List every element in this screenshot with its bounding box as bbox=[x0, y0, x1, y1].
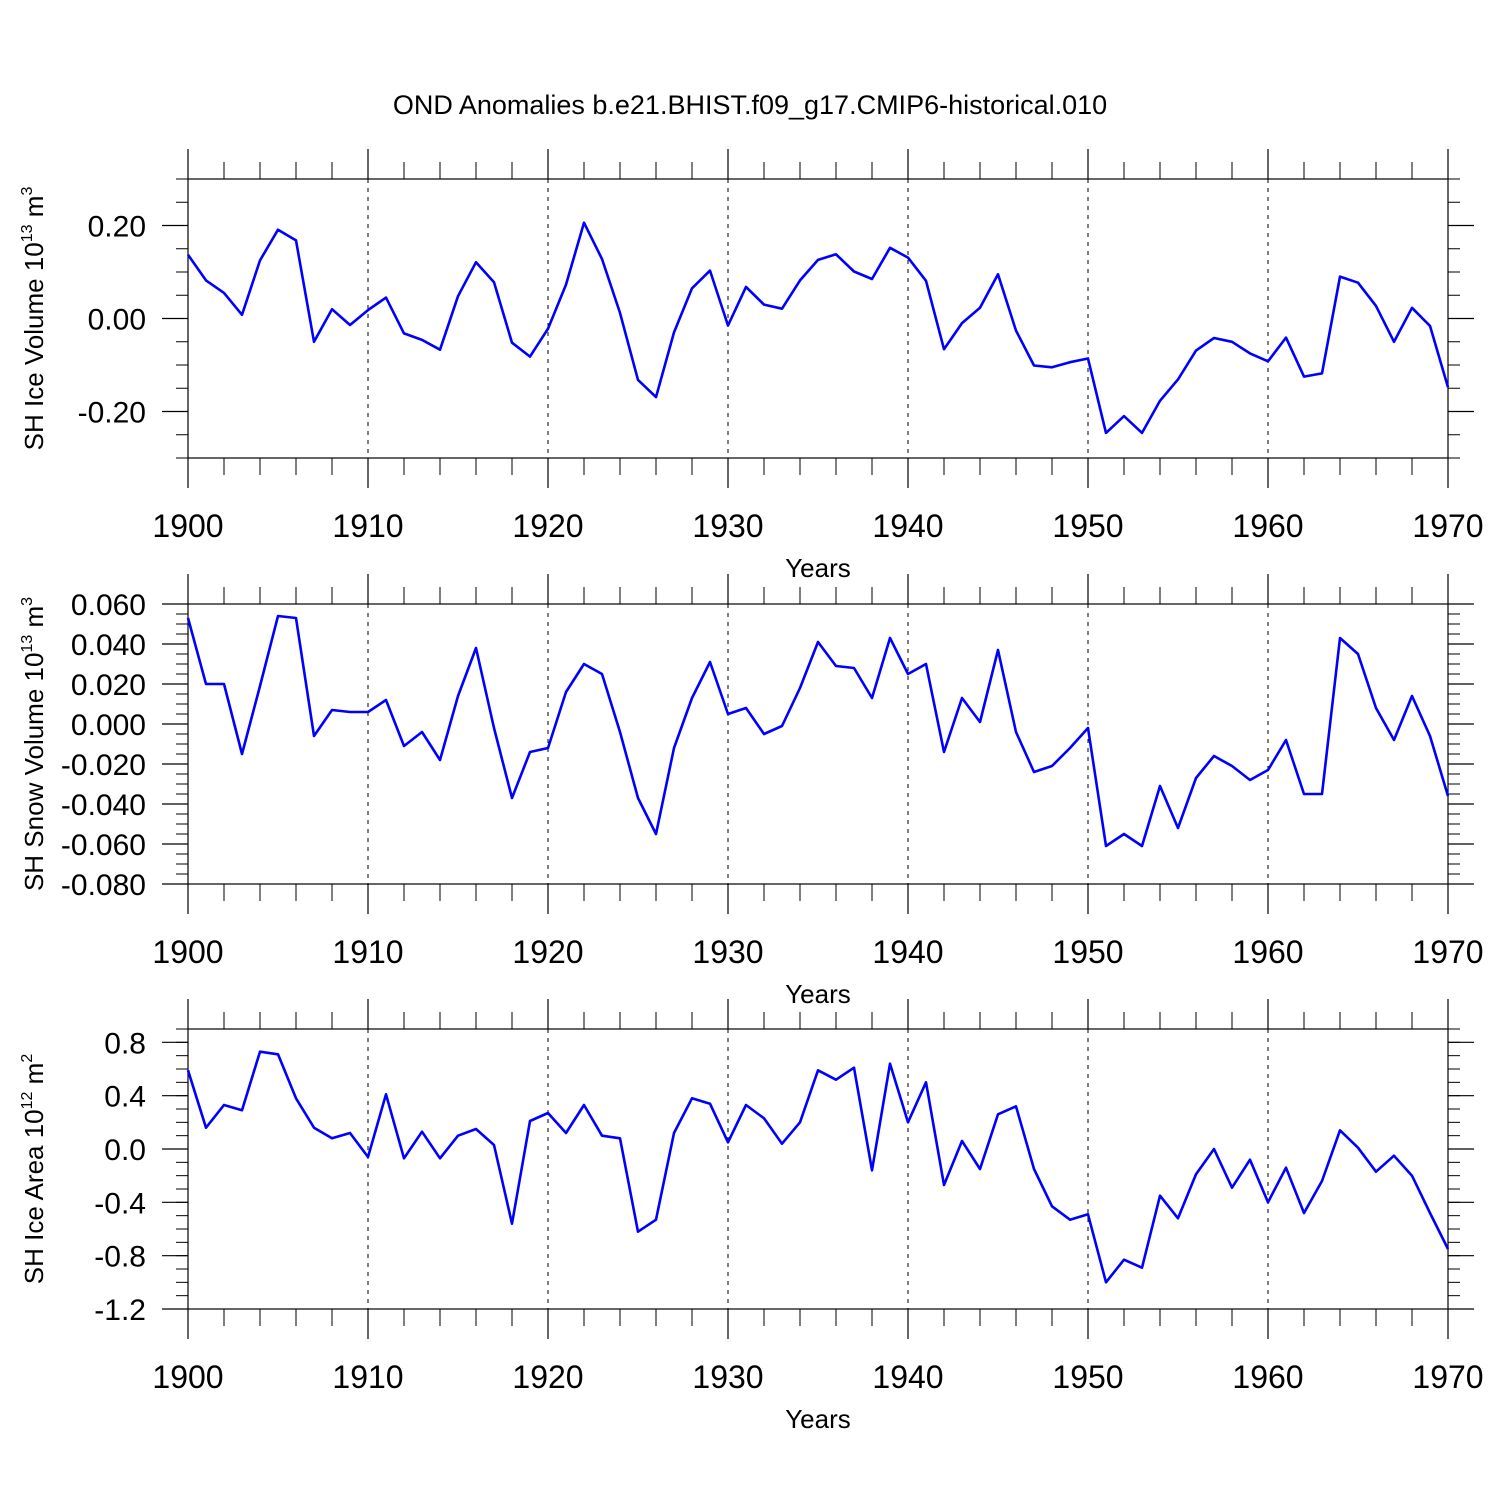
y-tick-label: -0.4 bbox=[94, 1187, 146, 1220]
y-tick-label: -1.2 bbox=[94, 1294, 146, 1327]
y-tick-label: 0.000 bbox=[71, 709, 146, 742]
y-tick-label: -0.8 bbox=[94, 1241, 146, 1274]
series-line bbox=[186, 221, 1450, 435]
y-tick-label: -0.020 bbox=[61, 749, 146, 782]
x-axis-label: Years bbox=[785, 979, 851, 1009]
x-axis-label: Years bbox=[785, 1404, 851, 1434]
x-tick-label: 1950 bbox=[1052, 508, 1123, 544]
y-tick-label: 0.0 bbox=[104, 1134, 146, 1167]
x-tick-label: 1910 bbox=[332, 934, 403, 970]
x-tick-label: 1970 bbox=[1412, 1359, 1483, 1395]
y-tick-label: 0.00 bbox=[88, 304, 146, 337]
x-tick-label: 1930 bbox=[692, 1359, 763, 1395]
series-line bbox=[186, 614, 1450, 848]
x-tick-label: 1910 bbox=[332, 508, 403, 544]
y-tick-label: -0.080 bbox=[61, 869, 146, 902]
y-tick-label: 0.040 bbox=[71, 629, 146, 662]
x-tick-label: 1920 bbox=[512, 934, 583, 970]
x-tick-label: 1910 bbox=[332, 1359, 403, 1395]
x-tick-label: 1930 bbox=[692, 508, 763, 544]
y-tick-label: -0.20 bbox=[78, 397, 146, 430]
x-tick-label: 1970 bbox=[1412, 508, 1483, 544]
x-tick-label: 1960 bbox=[1232, 1359, 1303, 1395]
y-tick-label: 0.020 bbox=[71, 669, 146, 702]
y-axis-label: SH Snow Volume 1013 m3 bbox=[19, 597, 49, 891]
x-tick-label: 1970 bbox=[1412, 934, 1483, 970]
x-tick-label: 1960 bbox=[1232, 934, 1303, 970]
y-axis-label: SH Ice Volume 1013 m3 bbox=[19, 187, 49, 451]
y-tick-label: 0.4 bbox=[104, 1081, 146, 1114]
y-tick-label: -0.060 bbox=[61, 829, 146, 862]
y-tick-label: 0.8 bbox=[104, 1027, 146, 1060]
figure-title: OND Anomalies b.e21.BHIST.f09_g17.CMIP6-… bbox=[392, 90, 1108, 120]
x-tick-label: 1940 bbox=[872, 934, 943, 970]
x-axis-label: Years bbox=[785, 553, 851, 583]
x-tick-label: 1930 bbox=[692, 934, 763, 970]
x-tick-label: 1960 bbox=[1232, 508, 1303, 544]
plot-frame bbox=[187, 1028, 1449, 1310]
x-tick-label: 1900 bbox=[152, 1359, 223, 1395]
x-tick-label: 1950 bbox=[1052, 1359, 1123, 1395]
y-tick-label: 0.060 bbox=[71, 589, 146, 622]
x-tick-label: 1900 bbox=[152, 934, 223, 970]
x-tick-label: 1920 bbox=[512, 508, 583, 544]
plot-frame bbox=[187, 178, 1449, 459]
plot-frame bbox=[187, 603, 1449, 885]
x-tick-label: 1900 bbox=[152, 508, 223, 544]
x-tick-label: 1940 bbox=[872, 508, 943, 544]
x-tick-label: 1920 bbox=[512, 1359, 583, 1395]
y-tick-label: -0.040 bbox=[61, 789, 146, 822]
y-tick-label: 0.20 bbox=[88, 211, 146, 244]
y-axis-label: SH Ice Area 1012 m2 bbox=[19, 1054, 49, 1285]
series-line bbox=[186, 1050, 1450, 1284]
panel-sh-ice-area: 1900 1910 1920 1930 1940 1950 1960 1970 -1.2 -0.8… bbox=[19, 999, 1484, 1434]
x-tick-label: 1950 bbox=[1052, 934, 1123, 970]
panel-sh-snow-volume: 1900 1910 1920 1930 1940 1950 1960 1970 -0.080 -0… bbox=[19, 574, 1484, 1009]
x-tick-label: 1940 bbox=[872, 1359, 943, 1395]
panel-sh-ice-volume: 1900 1910 1920 1930 1940 1950 1960 1970 -0.20 0.0… bbox=[19, 149, 1484, 583]
